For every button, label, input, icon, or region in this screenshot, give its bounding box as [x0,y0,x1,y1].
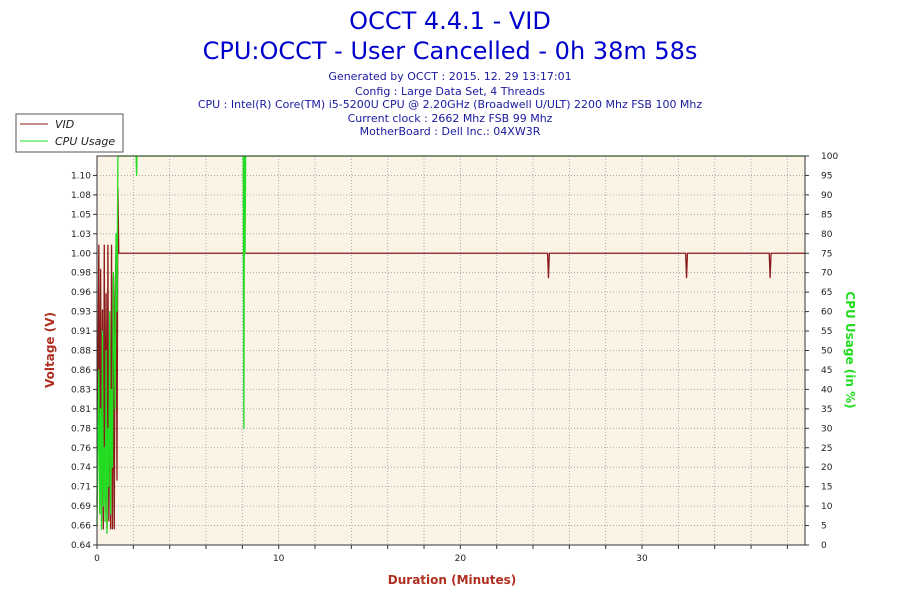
y-axis-title-left: Voltage (V) [43,312,57,388]
y-tick-label: 0.78 [71,424,91,434]
y-tick-label: 0.71 [71,483,91,493]
y2-tick-label: 50 [821,347,833,357]
y2-tick-label: 95 [821,171,832,181]
legend-label-vid: VID [55,118,74,131]
y-tick-label: 0.81 [71,405,91,415]
legend-label-cpu-usage: CPU Usage [55,135,115,148]
y2-tick-label: 25 [821,444,832,454]
y-tick-label: 0.86 [71,366,91,376]
y-tick-label: 1.10 [71,171,91,181]
y-tick-label: 0.88 [71,347,91,357]
y2-tick-label: 75 [821,249,832,259]
y2-tick-label: 65 [821,288,832,298]
y2-tick-label: 80 [821,230,833,240]
y2-tick-label: 30 [821,424,833,434]
y-tick-label: 1.00 [71,249,91,259]
y-tick-label: 0.66 [71,522,91,532]
y2-tick-label: 15 [821,483,832,493]
y-tick-label: 0.98 [71,269,91,279]
y-tick-label: 1.08 [71,191,91,201]
y2-tick-label: 100 [821,152,838,162]
y2-tick-label: 90 [821,191,833,201]
y-tick-label: 0.91 [71,327,91,337]
info-cpu: CPU : Intel(R) Core(TM) i5-5200U CPU @ 2… [198,98,703,111]
y2-tick-label: 40 [821,385,833,395]
x-tick-label: 20 [455,554,467,564]
y2-tick-label: 10 [821,502,833,512]
y-tick-label: 1.05 [71,210,91,220]
y-tick-label: 1.03 [71,230,91,240]
y-tick-label: 0.93 [71,308,91,318]
y-tick-label: 0.76 [71,444,91,454]
info-clock: Current clock : 2662 Mhz FSB 99 Mhz [348,112,553,125]
y2-tick-label: 85 [821,210,832,220]
chart-subtitle: CPU:OCCT - User Cancelled - 0h 38m 58s [203,37,698,65]
y-tick-label: 0.69 [71,502,91,512]
y-tick-label: 0.83 [71,385,91,395]
y-tick-label: 0.96 [71,288,91,298]
info-generated: Generated by OCCT : 2015. 12. 29 13:17:0… [328,70,571,83]
y2-tick-label: 70 [821,269,833,279]
y2-tick-label: 20 [821,463,833,473]
x-axis-title: Duration (Minutes) [388,573,516,587]
y2-tick-label: 35 [821,405,832,415]
y2-tick-label: 5 [821,522,827,532]
x-tick-label: 10 [273,554,285,564]
y2-tick-label: 60 [821,308,833,318]
y2-tick-label: 45 [821,366,832,376]
x-tick-label: 30 [636,554,648,564]
series-line-cpu-usage [96,155,805,534]
series [96,155,805,534]
info-motherboard: MotherBoard : Dell Inc.: 04XW3R [360,125,541,138]
y-tick-label: 0.64 [71,541,91,551]
y-tick-label: 0.74 [71,463,91,473]
x-tick-label: 0 [94,554,100,564]
info-config: Config : Large Data Set, 4 Threads [355,85,545,98]
y2-tick-label: 0 [821,541,827,551]
legend: VID CPU Usage [15,113,124,153]
axes: 0.64 0.66 0.69 0.71 0.74 0.76 0.78 0.81 0.83 0.86… [71,152,838,564]
legend-box [15,113,124,153]
chart-title: OCCT 4.4.1 - VID [349,7,551,35]
y2-tick-label: 55 [821,327,832,337]
y-axis-title-right: CPU Usage (in %) [843,291,857,408]
